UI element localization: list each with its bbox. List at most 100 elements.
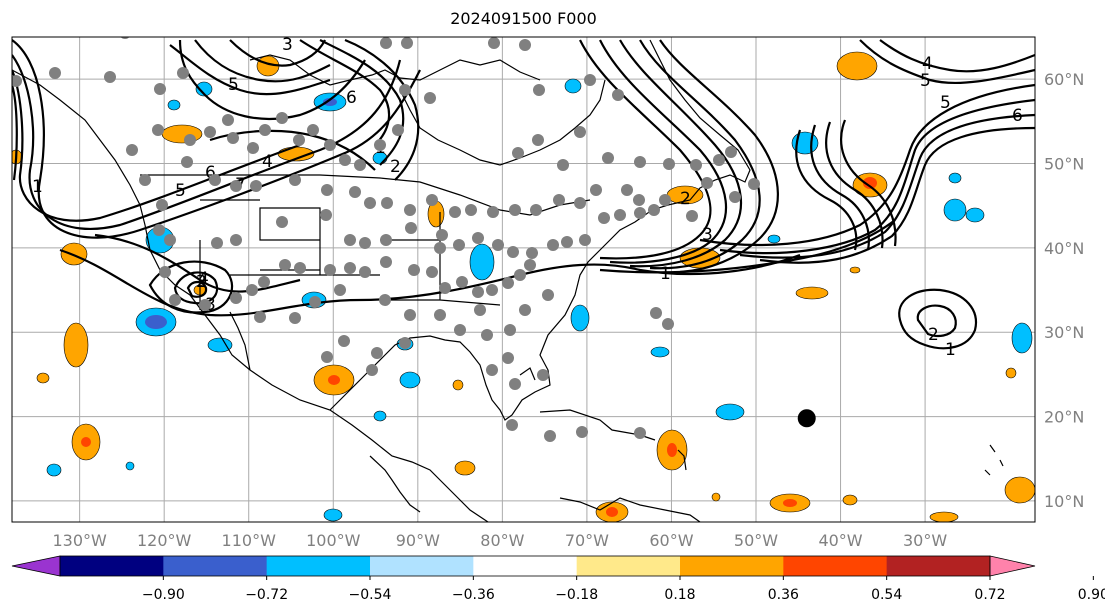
- longitude-label: 40°W: [818, 531, 862, 550]
- station-dot: [519, 39, 531, 51]
- station-dot: [584, 74, 596, 86]
- station-dot: [126, 144, 138, 156]
- station-dot: [279, 259, 291, 271]
- station-dot: [648, 204, 660, 216]
- longitude-label: 50°W: [734, 531, 778, 550]
- contour-label: 3: [702, 225, 713, 245]
- contour-label: 6: [346, 88, 357, 108]
- station-dot: [574, 126, 586, 138]
- station-dot: [209, 174, 221, 186]
- colorbar-extend-min: [11, 555, 61, 577]
- station-dot: [663, 158, 675, 170]
- station-dot: [472, 286, 484, 298]
- station-dot: [454, 324, 466, 336]
- colorbar-tick-label: −0.54: [349, 587, 392, 603]
- station-dot: [690, 159, 702, 171]
- station-dot: [590, 184, 602, 196]
- station-dot: [579, 234, 591, 246]
- colorbar-segment: [886, 556, 991, 576]
- station-dot: [153, 224, 165, 236]
- station-dot: [289, 312, 301, 324]
- station-dot: [199, 299, 211, 311]
- station-dot: [380, 234, 392, 246]
- shade-positive: [929, 511, 959, 522]
- station-dot: [426, 194, 438, 206]
- station-dot: [349, 186, 361, 198]
- station-dot: [324, 139, 336, 151]
- station-dot: [392, 124, 404, 136]
- station-dot: [524, 259, 536, 271]
- station-dot: [259, 124, 271, 136]
- shade-positive: [161, 124, 203, 144]
- contour-label: 6: [1012, 106, 1023, 126]
- contour-label: 4: [262, 152, 273, 172]
- colorbar-outline: [59, 555, 991, 577]
- station-dot: [713, 154, 725, 166]
- shade-negative: [195, 81, 213, 97]
- shade-positive: [849, 266, 861, 274]
- station-dot: [184, 134, 196, 146]
- colorbar-tick-label: 0.18: [664, 587, 695, 603]
- longitude-label: 90°W: [396, 531, 440, 550]
- station-dot: [247, 142, 259, 154]
- station-dot: [547, 239, 559, 251]
- station-dot: [512, 147, 524, 159]
- contour-label: 4: [198, 269, 209, 289]
- contour-label: 5: [920, 71, 931, 91]
- shade-positive-strong: [783, 499, 797, 507]
- station-dot: [104, 71, 116, 83]
- station-dot: [544, 430, 556, 442]
- colorbar-tick-label: −0.18: [555, 587, 598, 603]
- latitude-label: 20°N: [1044, 408, 1084, 427]
- station-dot: [211, 237, 223, 249]
- colorbar-segment: [266, 556, 371, 576]
- colorbar-tick-label: 0.72: [974, 587, 1005, 603]
- shade-positive-strong: [606, 507, 618, 517]
- shade-negative: [965, 207, 985, 223]
- station-dot: [748, 178, 760, 190]
- shade-negative: [943, 198, 967, 222]
- station-dot: [321, 351, 333, 363]
- station-dot: [246, 284, 258, 296]
- station-dot: [334, 284, 346, 296]
- station-dot: [222, 114, 234, 126]
- shade-positive: [36, 372, 50, 384]
- colorbar-segment: [370, 556, 474, 576]
- station-dot: [486, 284, 498, 296]
- shade-negative: [469, 243, 495, 281]
- station-dot: [634, 207, 646, 219]
- station-dot: [344, 262, 356, 274]
- station-dot: [424, 92, 436, 104]
- shade-negative-strong: [323, 98, 337, 106]
- contour-label: 1: [660, 264, 671, 284]
- longitude-label: 120°W: [137, 531, 192, 550]
- shade-positive: [452, 379, 464, 391]
- longitude-label: 70°W: [565, 531, 609, 550]
- station-dot: [434, 242, 446, 254]
- station-dot: [250, 180, 262, 192]
- station-dot: [181, 156, 193, 168]
- shade-positive: [795, 286, 829, 300]
- station-dot: [553, 194, 565, 206]
- colorbar-tick-label: −0.36: [452, 587, 495, 603]
- station-dot: [634, 156, 646, 168]
- station-dot: [374, 139, 386, 151]
- station-dot: [339, 154, 351, 166]
- station-dot: [487, 206, 499, 218]
- station-dot: [344, 234, 356, 246]
- shade-positive-strong: [328, 375, 340, 385]
- station-dot: [354, 159, 366, 171]
- storm-position-marker: [797, 409, 816, 428]
- contour-label: 2: [390, 157, 401, 177]
- station-dot: [230, 180, 242, 192]
- shade-negative: [399, 371, 421, 389]
- shade-negative-strong: [145, 315, 167, 329]
- contour-label: 2: [680, 189, 691, 209]
- station-dot: [309, 296, 321, 308]
- station-dot: [526, 247, 538, 259]
- station-dot: [159, 266, 171, 278]
- station-dot: [366, 364, 378, 376]
- contour-label: 5: [228, 75, 239, 95]
- station-dot: [725, 146, 737, 158]
- shade-negative: [564, 78, 582, 94]
